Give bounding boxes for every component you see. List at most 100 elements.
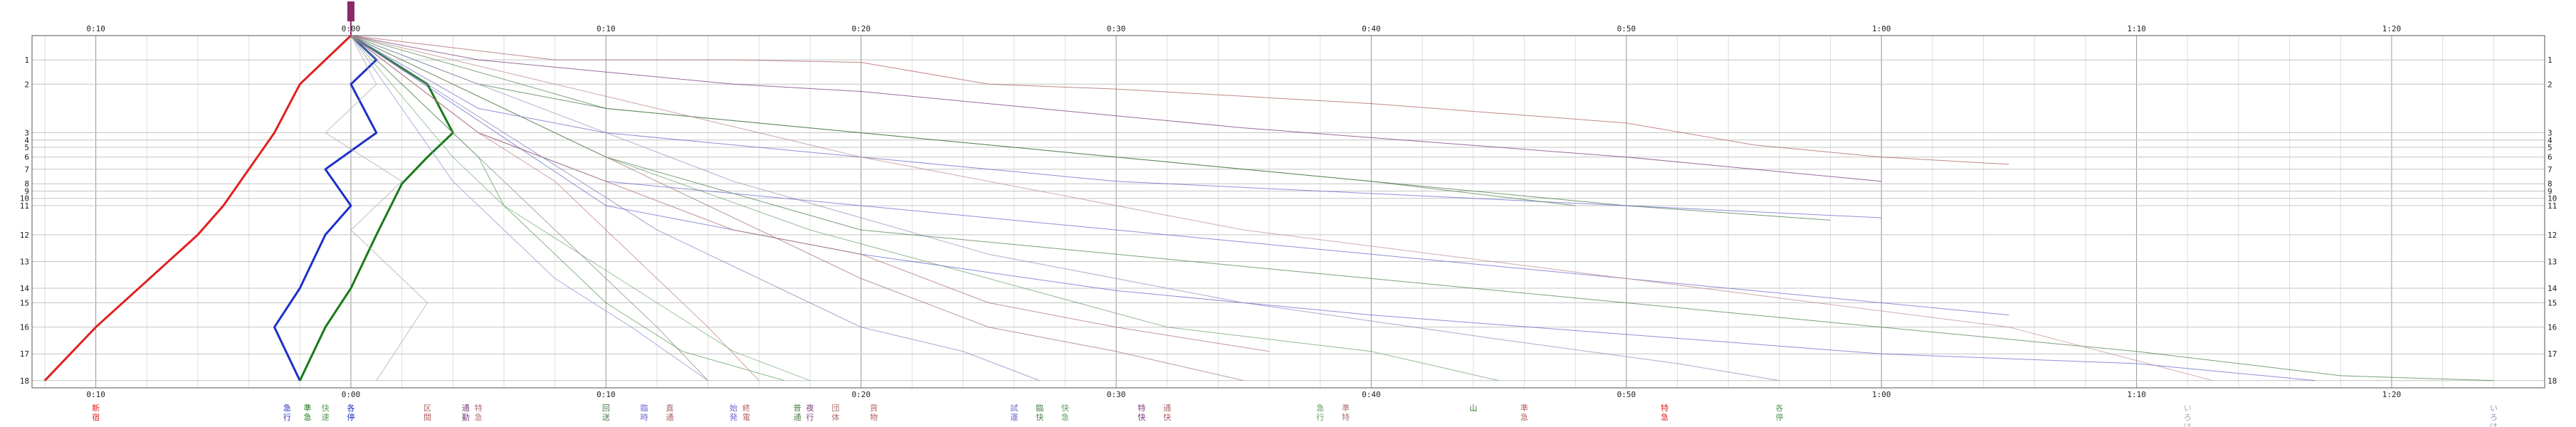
series-line [350, 35, 1040, 381]
train-label: 特 [1661, 403, 1668, 413]
x-tick-label-bottom: 1:00 [1872, 390, 1891, 399]
train-label: 通 [666, 413, 673, 422]
row-label-right: 14 [2548, 284, 2557, 293]
row-label-right: 8 [2548, 179, 2553, 189]
x-tick-label-top: 1:10 [2127, 24, 2146, 33]
train-label: 通 [794, 413, 801, 422]
train-label: 行 [806, 413, 814, 422]
x-tick-label-bottom: 0:40 [1362, 390, 1381, 399]
series-line [350, 35, 1779, 381]
train-label: 区 [424, 404, 431, 413]
row-label-left: 14 [20, 284, 30, 293]
train-label: 特 [475, 403, 483, 413]
row-label-right: 17 [2548, 349, 2557, 359]
row-label-left: 17 [20, 349, 29, 359]
series-line [350, 35, 2009, 165]
train-label: 宿 [92, 412, 100, 422]
train-label: 勤 [462, 413, 470, 422]
row-label-right: 1 [2548, 56, 2553, 65]
row-label-left: 4 [24, 136, 29, 145]
row-label-left: 11 [20, 201, 29, 211]
train-label: 各 [1775, 403, 1783, 413]
row-label-right: 7 [2548, 165, 2553, 174]
train-label: 行 [283, 413, 291, 422]
series-line [350, 35, 811, 381]
x-tick-label-top: 0:10 [86, 24, 105, 33]
train-label: 試 [1010, 403, 1018, 413]
row-label-right: 18 [2548, 376, 2557, 386]
row-label-right: 3 [2548, 129, 2553, 138]
train-label: 行 [1316, 413, 1324, 422]
train-label: 急 [283, 403, 291, 413]
row-label-left: 1 [24, 56, 29, 65]
train-label: 貨 [870, 403, 878, 413]
train-label: ろ [2490, 413, 2498, 422]
train-label: 普 [794, 403, 801, 413]
row-label-right: 2 [2548, 80, 2553, 89]
train-label: 夜 [806, 403, 814, 413]
x-tick-label-top: 0:20 [851, 24, 871, 33]
x-tick-label-top: 1:20 [2382, 24, 2402, 33]
train-label: 直 [666, 403, 673, 413]
row-label-left: 10 [20, 194, 29, 204]
series-line [350, 35, 708, 381]
series-line [350, 35, 785, 381]
train-label: 臨 [1036, 404, 1043, 413]
row-label-right: 15 [2548, 299, 2557, 308]
series-line [350, 35, 1882, 182]
row-label-right: 13 [2548, 257, 2557, 266]
train-label: 快 [322, 404, 330, 413]
series-line [350, 35, 1270, 352]
x-tick-label-top: 0:30 [1107, 24, 1126, 33]
train-label: 急 [1061, 412, 1069, 422]
series-line [325, 35, 428, 381]
train-label: 通 [462, 404, 470, 413]
row-label-left: 12 [20, 231, 29, 240]
train-label: 急 [475, 412, 483, 422]
train-label: ろ [2184, 413, 2192, 422]
train-label: 始 [730, 403, 737, 413]
train-label: 特 [1137, 403, 1145, 413]
row-label-left: 7 [24, 165, 29, 174]
train-label: 特 [1342, 412, 1350, 422]
train-label: 準 [1520, 403, 1528, 413]
plot-frame [31, 35, 2545, 389]
train-label: い [2490, 404, 2498, 413]
train-label: 快 [1036, 413, 1043, 422]
train-label: 送 [602, 412, 610, 422]
row-label-right: 11 [2548, 201, 2557, 211]
x-tick-label-bottom: 1:10 [2127, 390, 2146, 399]
row-label-left: 15 [20, 299, 29, 308]
train-label: 急 [1520, 412, 1528, 422]
row-label-left: 3 [24, 129, 29, 138]
train-label: 臨 [641, 404, 648, 413]
row-label-right: 10 [2548, 194, 2557, 204]
train-label: 発 [730, 412, 737, 422]
row-label-right: 4 [2548, 136, 2553, 145]
x-tick-label-top: 0:50 [1617, 24, 1636, 33]
axes: 0:100:100:000:000:100:100:200:200:300:30… [20, 24, 2557, 399]
series-line [350, 35, 2315, 381]
row-label-left: 2 [24, 80, 29, 89]
train-label: 団 [831, 404, 839, 413]
row-label-left: 18 [20, 376, 29, 386]
row-label-right: 12 [2548, 231, 2557, 240]
train-label: 通 [1163, 404, 1171, 413]
train-label: 間 [424, 413, 431, 422]
series-line [350, 35, 2214, 381]
series-line [350, 35, 759, 381]
train-label: 準 [1342, 403, 1350, 413]
train-label: 停 [1775, 412, 1783, 422]
x-tick-label-bottom: 1:20 [2382, 390, 2402, 399]
series-line [350, 35, 1882, 218]
row-label-right: 5 [2548, 143, 2553, 152]
x-tick-label-top: 0:40 [1362, 24, 1381, 33]
train-label: 急 [1316, 403, 1324, 413]
row-label-right: 6 [2548, 153, 2553, 162]
train-label: 運 [1010, 413, 1018, 422]
row-label-left: 13 [20, 257, 29, 266]
train-label: 停 [347, 412, 354, 422]
train-label: 終 [742, 403, 750, 413]
